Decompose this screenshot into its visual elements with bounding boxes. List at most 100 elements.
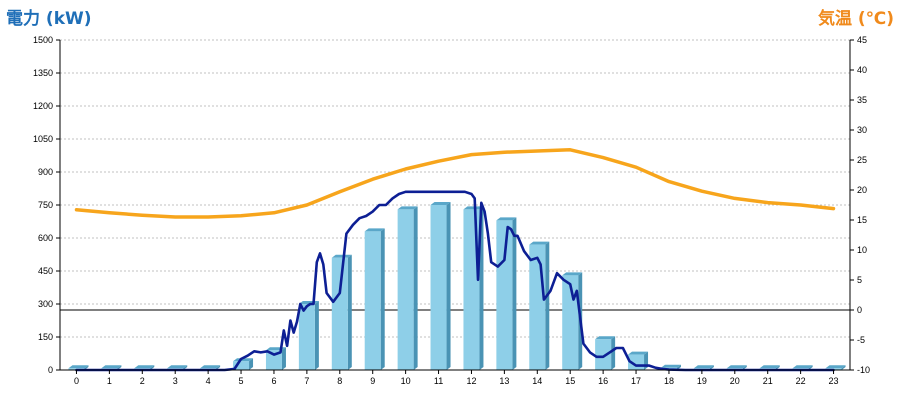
bar — [430, 202, 451, 370]
bar — [463, 206, 484, 370]
right-tick-label: 35 — [857, 95, 867, 105]
right-tick-label: 45 — [857, 35, 867, 45]
x-tick-label: 16 — [598, 376, 608, 386]
bar-top — [693, 365, 714, 369]
bar — [562, 272, 583, 370]
x-tick-label: 1 — [107, 376, 112, 386]
bar-front — [233, 361, 250, 370]
power-line — [75, 190, 835, 372]
left-axis-title: 電力 (kW) — [6, 9, 92, 29]
x-tick-label: 18 — [664, 376, 674, 386]
bar-side — [380, 228, 385, 370]
left-tick-label: 600 — [38, 233, 53, 243]
bar-top — [595, 336, 616, 340]
bar — [496, 217, 517, 370]
bar-top — [792, 365, 813, 369]
bar-top — [726, 365, 747, 369]
bar-front — [430, 205, 447, 370]
bar-top — [200, 365, 221, 369]
bar-top — [397, 206, 418, 210]
x-tick-label: 15 — [565, 376, 575, 386]
bar-top — [529, 241, 550, 245]
x-tick-label: 20 — [730, 376, 740, 386]
bar-top — [167, 365, 188, 369]
bar-side — [841, 365, 846, 370]
bar — [265, 347, 286, 370]
x-tick-label: 0 — [74, 376, 79, 386]
left-tick-label: 150 — [38, 332, 53, 342]
x-tick-label: 9 — [370, 376, 375, 386]
right-tick-label: 0 — [857, 305, 862, 315]
line-series — [74, 148, 836, 372]
bar-side — [611, 336, 616, 370]
bar-side — [545, 241, 550, 370]
bar — [397, 206, 418, 370]
left-tick-label: 450 — [38, 266, 53, 276]
x-tick-label: 10 — [401, 376, 411, 386]
bar-front — [331, 257, 348, 370]
bar-top — [660, 364, 681, 368]
right-tick-label: -5 — [857, 335, 865, 345]
bar-front — [529, 244, 546, 370]
x-tick-label: 11 — [434, 376, 443, 386]
bar-top — [562, 272, 583, 276]
bar-front — [298, 304, 315, 370]
grid-lines — [60, 39, 850, 338]
bar-side — [644, 351, 649, 370]
right-tick-label: 40 — [857, 65, 867, 75]
bar — [364, 228, 385, 370]
bar-side — [281, 347, 286, 370]
bar-front — [397, 209, 414, 370]
left-tick-label: 1500 — [33, 35, 53, 45]
bar-top — [759, 365, 780, 369]
left-tick-label: 0 — [48, 365, 53, 375]
bar-top — [101, 365, 122, 369]
bar-top — [496, 217, 517, 221]
bar-side — [314, 301, 319, 370]
x-tick-label: 19 — [697, 376, 707, 386]
bar — [298, 301, 319, 370]
x-tick-label: 17 — [631, 376, 641, 386]
x-tick-label: 4 — [206, 376, 211, 386]
bar-top — [825, 365, 846, 369]
x-tick-label: 8 — [337, 376, 342, 386]
bar-series — [68, 202, 846, 370]
x-tick-label: 5 — [239, 376, 244, 386]
bar-side — [512, 217, 517, 370]
bar — [233, 358, 254, 370]
bar — [331, 254, 352, 370]
bar-top — [364, 228, 385, 232]
bar-side — [446, 202, 451, 370]
bar-side — [347, 254, 352, 370]
bar-top — [134, 365, 155, 369]
x-tick-label: 7 — [304, 376, 309, 386]
x-tick-label: 23 — [829, 376, 839, 386]
x-tick-label: 3 — [173, 376, 178, 386]
bar-top — [463, 206, 484, 210]
right-tick-label: -10 — [857, 365, 870, 375]
right-axis-title: 気温 (℃) — [817, 9, 894, 29]
bar-front — [463, 209, 480, 370]
left-tick-label: 750 — [38, 200, 53, 210]
temperature-line — [74, 148, 836, 219]
bar-top — [68, 365, 89, 369]
bar-side — [249, 358, 254, 370]
right-tick-label: 30 — [857, 125, 867, 135]
right-tick-label: 5 — [857, 275, 862, 285]
x-tick-label: 22 — [796, 376, 806, 386]
right-tick-label: 20 — [857, 185, 867, 195]
x-tick-label: 2 — [140, 376, 145, 386]
x-tick-label: 6 — [271, 376, 276, 386]
x-tick-label: 13 — [499, 376, 509, 386]
bar-top — [233, 358, 254, 362]
right-tick-label: 25 — [857, 155, 867, 165]
bar-top — [628, 351, 649, 355]
bar-top — [331, 254, 352, 258]
bar-front — [595, 339, 612, 370]
left-tick-label: 1200 — [33, 101, 53, 111]
left-tick-label: 900 — [38, 167, 53, 177]
bar-top — [430, 202, 451, 205]
bar-side — [413, 206, 418, 370]
left-tick-label: 1350 — [33, 68, 53, 78]
